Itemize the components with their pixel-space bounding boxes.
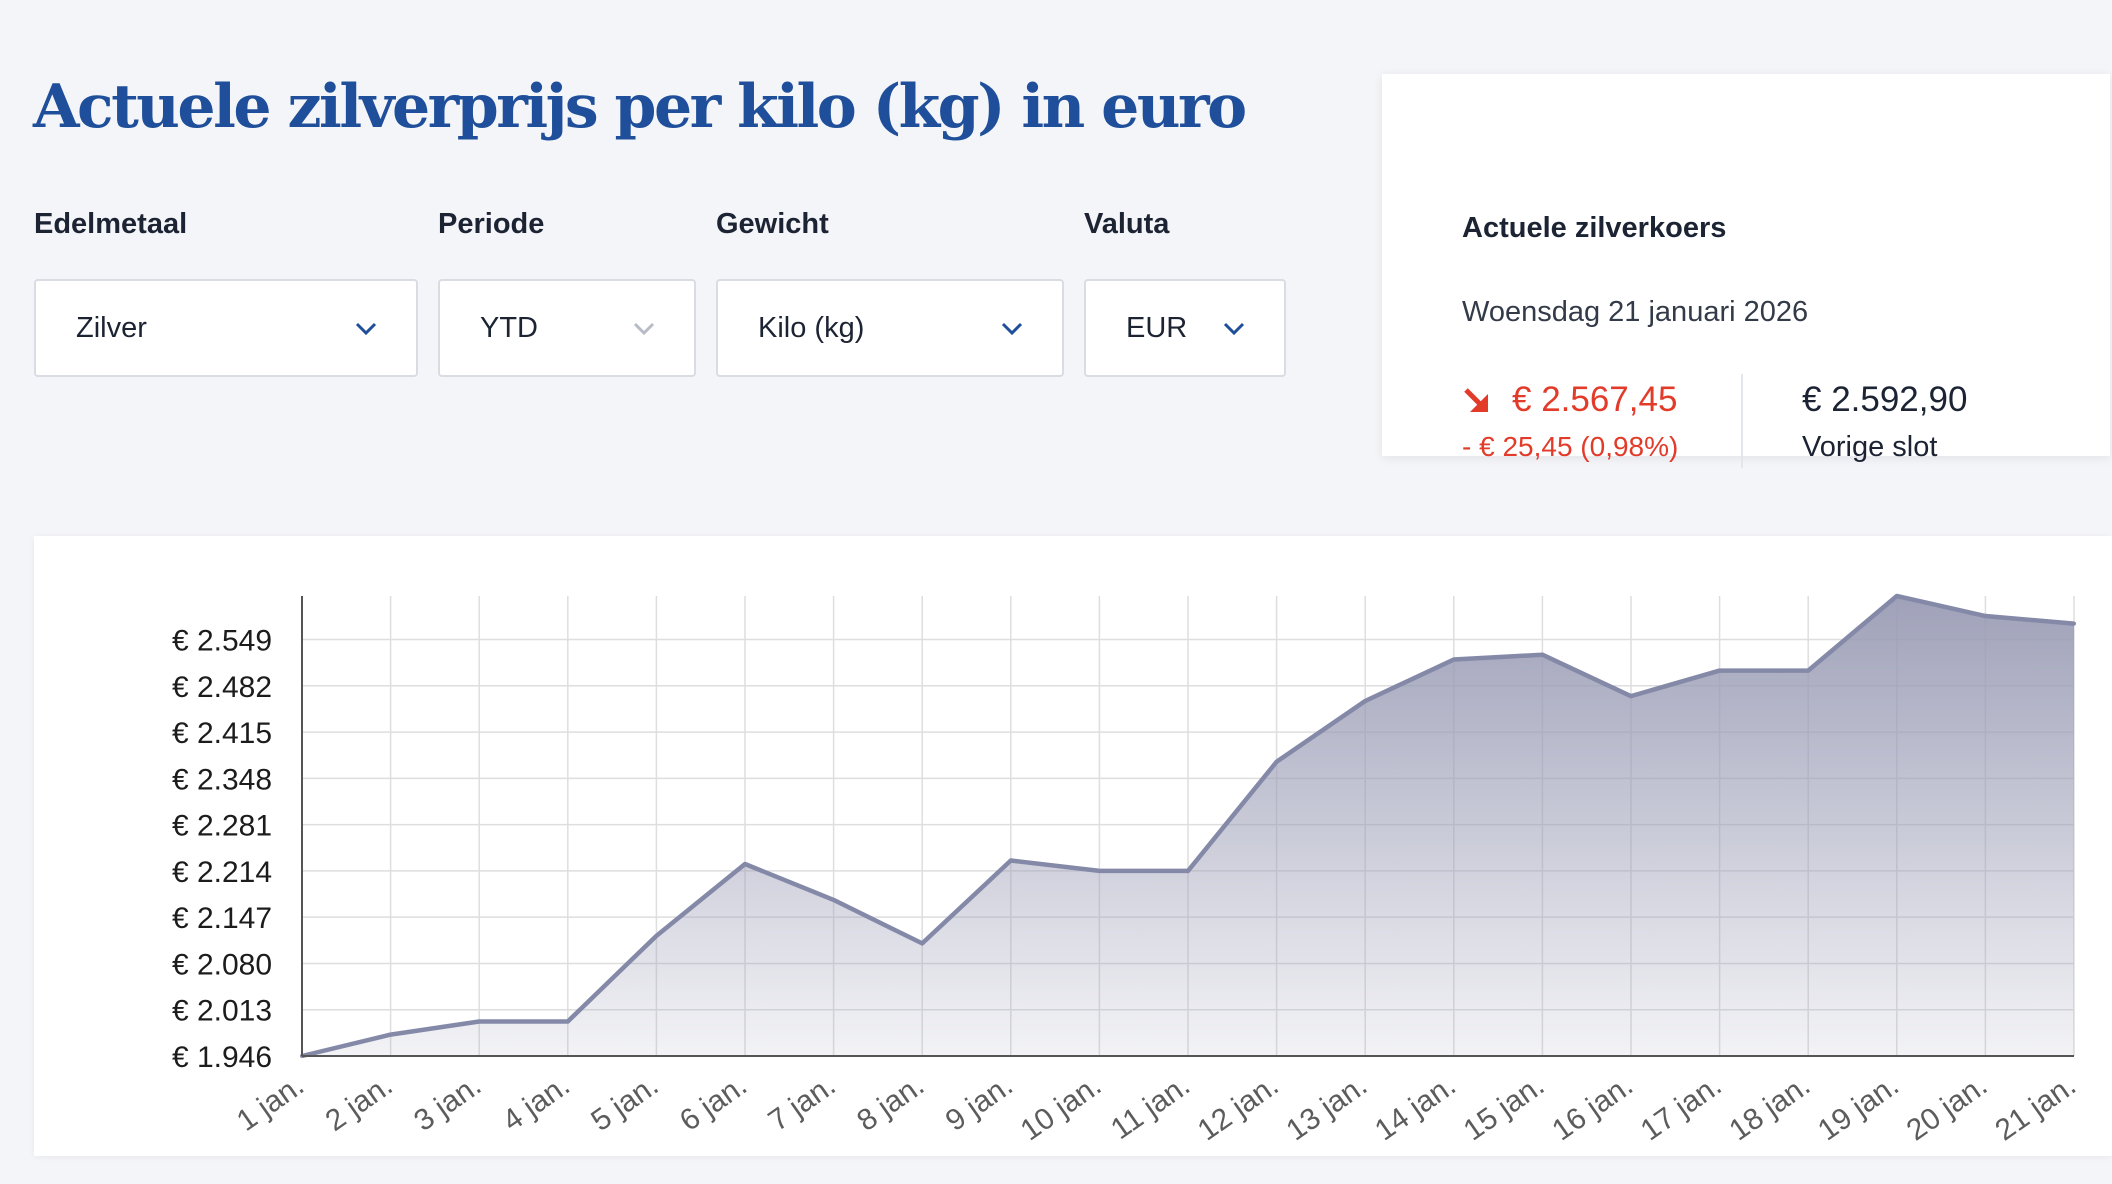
y-tick-label: € 2.415 [172, 717, 272, 750]
data-point [1983, 614, 1988, 619]
chevron-down-icon [1001, 322, 1023, 336]
y-tick-label: € 2.080 [172, 948, 272, 981]
y-tick-label: € 2.013 [172, 995, 272, 1028]
chevron-down-icon [633, 322, 655, 336]
quote-card: Actuele zilverkoers Woensdag 21 januari … [1382, 74, 2110, 468]
x-tick-label: 16 jan. [1546, 1069, 1639, 1148]
x-tick-label: 12 jan. [1192, 1069, 1285, 1148]
data-point [1097, 868, 1102, 873]
x-tick-label: 19 jan. [1812, 1069, 1905, 1148]
data-point [1717, 668, 1722, 673]
x-tick-label: 3 jan. [408, 1069, 487, 1138]
y-tick-label: € 2.482 [172, 671, 272, 704]
data-point [831, 897, 836, 902]
x-tick-label: 21 jan. [1989, 1069, 2082, 1148]
previous-price: € 2.592,90 [1802, 380, 1968, 419]
quote-divider [1741, 374, 1743, 468]
chart-card: € 1.946 € 2.013 € 2.080 € 2.147 € 2.214 € 2.2… [34, 536, 2112, 1156]
data-point [654, 933, 659, 938]
x-tick-label: 15 jan. [1458, 1069, 1551, 1148]
metal-select-value: Zilver [76, 311, 147, 344]
filter-label-edelmetaal: Edelmetaal [34, 208, 188, 240]
x-tick-label: 14 jan. [1369, 1069, 1462, 1148]
x-tick-label: 4 jan. [497, 1069, 576, 1138]
data-point [1894, 594, 1899, 598]
x-tick-label: 7 jan. [763, 1069, 842, 1138]
x-tick-label: 9 jan. [940, 1069, 1019, 1138]
metal-select[interactable]: Zilver [34, 279, 418, 377]
filter-label-periode: Periode [438, 208, 545, 240]
x-tick-label: 6 jan. [674, 1069, 753, 1138]
y-tick-label: € 2.348 [172, 763, 272, 796]
data-point [1274, 759, 1279, 764]
data-point [1540, 652, 1545, 657]
series-area [302, 596, 2074, 1056]
x-tick-label: 17 jan. [1635, 1069, 1728, 1148]
data-point [388, 1032, 393, 1037]
data-point [477, 1019, 482, 1024]
x-tick-label: 18 jan. [1723, 1069, 1816, 1148]
data-point [743, 861, 747, 866]
data-point [920, 941, 925, 946]
data-point [1806, 668, 1811, 673]
filter-label-valuta: Valuta [1084, 208, 1170, 240]
price-change: - € 25,45 (0,98%) [1462, 431, 1679, 462]
data-point [565, 1019, 570, 1024]
currency-select[interactable]: EUR [1084, 279, 1286, 377]
data-point [1629, 694, 1633, 699]
x-tick-label: 10 jan. [1015, 1069, 1108, 1148]
data-point [1451, 657, 1456, 662]
period-select[interactable]: YTD [438, 279, 696, 377]
arrow-down-right-icon [1464, 388, 1488, 412]
x-tick-label: 1 jan. [231, 1069, 310, 1138]
quote-title: Actuele zilverkoers [1462, 212, 1727, 244]
chevron-down-icon [1223, 322, 1245, 336]
filter-label-gewicht: Gewicht [716, 208, 829, 240]
quote-date: Woensdag 21 januari 2026 [1462, 296, 1809, 328]
previous-label: Vorige slot [1802, 431, 1938, 463]
currency-select-value: EUR [1126, 311, 1188, 344]
x-tick-label: 20 jan. [1901, 1069, 1994, 1148]
weight-select-value: Kilo (kg) [758, 311, 865, 344]
x-tick-label: 11 jan. [1105, 1069, 1196, 1146]
x-tick-label: 8 jan. [851, 1069, 930, 1138]
data-point [1363, 698, 1368, 703]
chevron-down-icon [355, 322, 377, 336]
x-tick-label: 2 jan. [320, 1069, 399, 1138]
x-tick-label: 5 jan. [585, 1069, 664, 1138]
y-tick-label: € 2.281 [172, 810, 272, 843]
y-tick-label: € 2.214 [172, 856, 272, 889]
data-point [2072, 621, 2076, 626]
data-point [1008, 858, 1013, 863]
period-select-value: YTD [480, 311, 538, 344]
weight-select[interactable]: Kilo (kg) [716, 279, 1064, 377]
x-tick-label: 13 jan. [1280, 1069, 1373, 1148]
page-title: Actuele zilverprijs per kilo (kg) in eur… [33, 72, 1247, 142]
y-tick-label: € 2.147 [172, 902, 272, 935]
y-tick-label: € 1.946 [172, 1041, 272, 1074]
current-price: € 2.567,45 [1512, 380, 1678, 419]
data-point [1186, 868, 1190, 873]
price-chart: € 1.946 € 2.013 € 2.080 € 2.147 € 2.214 € 2.2… [172, 593, 2082, 1148]
y-tick-label: € 2.549 [172, 625, 272, 658]
